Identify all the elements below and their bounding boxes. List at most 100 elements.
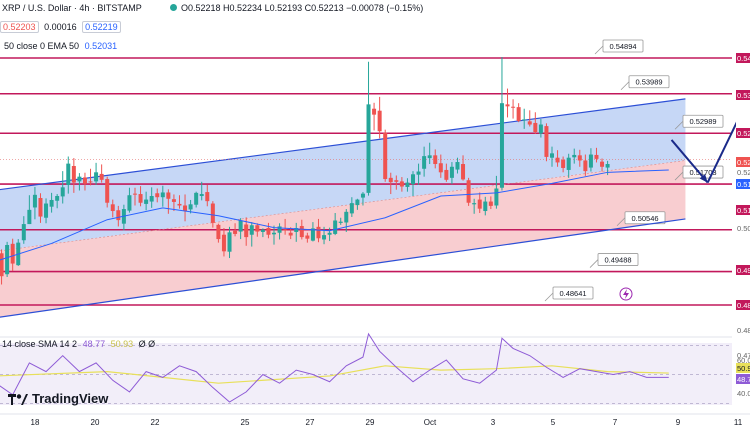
time-axis-label: 3 (491, 418, 496, 427)
candle-body (149, 196, 154, 202)
time-axis-label: 29 (366, 418, 375, 427)
price-axis-tag (736, 90, 750, 100)
level-label-leader (674, 171, 684, 181)
candle-body (555, 157, 560, 163)
ema-label: 50 close 0 EMA 50 (4, 41, 80, 51)
rsi-value-tag-text: 48.77 (737, 375, 750, 384)
candle-body (349, 203, 354, 214)
candle-body (322, 235, 327, 240)
candle-body (394, 180, 399, 182)
candle-body (227, 232, 232, 252)
candle-body (88, 181, 93, 183)
candle-body (499, 103, 504, 188)
candle-body (155, 193, 160, 198)
price-axis-label: 0.52 (737, 158, 750, 167)
candle-body (205, 192, 210, 202)
candle-body (338, 221, 343, 223)
price-axis-label: 0.48 (737, 326, 750, 335)
candle-body (77, 176, 82, 182)
price-axis-tag (736, 157, 750, 167)
candle-body (127, 195, 132, 211)
candle-body (216, 224, 221, 240)
candle-body (483, 201, 488, 212)
candle-body (505, 104, 510, 107)
candle-body (449, 166, 454, 178)
candle-body (411, 174, 415, 185)
level-label-leader (589, 259, 599, 268)
candle-body (550, 153, 554, 158)
price-axis-tag (736, 265, 750, 275)
level-label-box (628, 75, 670, 89)
rsi-extra: Ø Ø (138, 339, 156, 349)
candle-body (399, 181, 404, 187)
time-axis-label: 22 (151, 418, 160, 427)
candle-body (294, 228, 299, 232)
candle-body (82, 177, 87, 184)
level-label: 0.51703 (689, 168, 716, 177)
candle-body (405, 182, 410, 187)
rsi-band (0, 343, 732, 405)
level-label-box (602, 39, 644, 53)
candle-body (310, 228, 315, 241)
candle-body (188, 204, 193, 210)
candle-body (527, 121, 532, 125)
ask-price[interactable]: 0.52219 (82, 21, 121, 33)
price-axis-label: 0.47 (737, 351, 750, 360)
candle-body (99, 173, 104, 180)
candle-body (260, 229, 265, 232)
ema-value: 0.52031 (84, 41, 118, 51)
candle-body (194, 192, 199, 205)
candle-body (244, 224, 249, 238)
lightning-icon-bolt (623, 289, 629, 299)
candle-body (5, 244, 10, 275)
candle-body (249, 225, 254, 235)
candle-body (588, 154, 593, 168)
candle-body (455, 162, 460, 170)
rsi-value-tag-text: 50.93 (737, 364, 750, 373)
level-label: 0.53989 (635, 78, 662, 87)
price-axis-label: 0.51 (737, 180, 750, 189)
price-axis-tag (736, 300, 750, 310)
level-label-leader (616, 217, 626, 227)
candle-body (266, 228, 271, 235)
spread-value: 0.00016 (44, 22, 77, 32)
candle-body (466, 180, 471, 203)
candle-body (233, 230, 238, 234)
candle-body (355, 199, 360, 206)
price-axis-label: 0.52 (737, 129, 750, 138)
rsi-value-tag (736, 374, 750, 384)
candle-body (422, 156, 427, 169)
candle-body (27, 209, 32, 225)
price-axis-tag (736, 205, 750, 215)
candle-body (138, 194, 143, 203)
candle-body (438, 163, 443, 173)
candle-body (38, 197, 43, 217)
rsi-line (0, 332, 669, 403)
level-label: 0.50546 (631, 214, 658, 223)
rsi-axis-label: 60.00 (737, 356, 750, 365)
level-label-leader (544, 292, 554, 302)
candle-body (305, 235, 310, 239)
channel-upper-line (0, 98, 686, 191)
time-axis-label: 9 (676, 418, 681, 427)
bid-price[interactable]: 0.52203 (0, 21, 39, 33)
candle-body (49, 199, 54, 207)
candle-body (183, 205, 188, 212)
price-axis-tag (736, 53, 750, 63)
tradingview-logo[interactable]: TradingView (8, 391, 108, 406)
candle-body (388, 177, 393, 183)
candle-body (144, 199, 149, 204)
candle-body (577, 155, 582, 161)
level-label: 0.49488 (604, 256, 631, 265)
level-label-box (682, 114, 724, 128)
price-axis-label: 0.52 (737, 168, 750, 177)
candle-body (566, 157, 571, 170)
rsi-axis-label: 40.00 (737, 389, 750, 398)
level-label: 0.54894 (609, 42, 636, 51)
time-axis-label: Oct (424, 418, 437, 427)
time-axis-label: 11 (734, 418, 743, 427)
level-label-leader (620, 81, 630, 91)
forecast-arrowhead (699, 173, 708, 183)
